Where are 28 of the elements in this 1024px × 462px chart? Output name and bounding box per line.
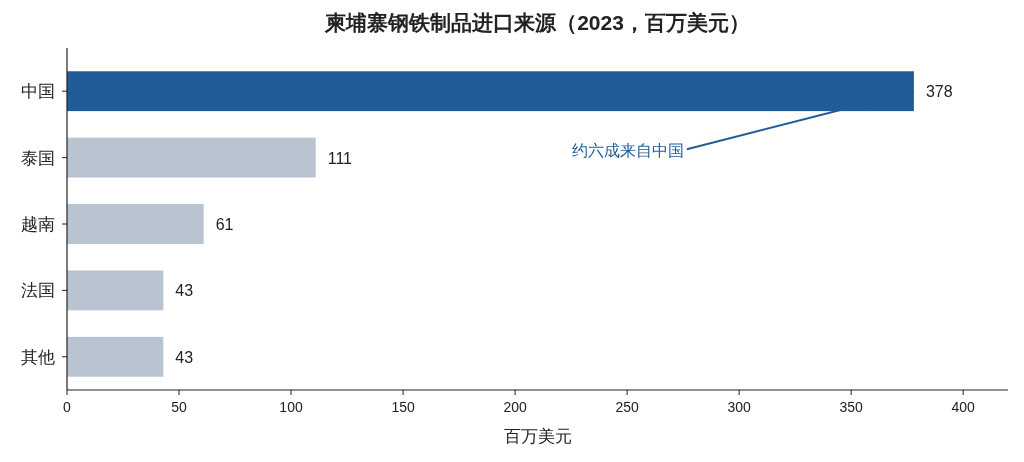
bar: [67, 137, 316, 178]
data-label: 43: [175, 282, 194, 300]
annotation: 约六成来自中国: [571, 142, 684, 160]
x-tick-label: 50: [171, 399, 188, 415]
data-label: 378: [925, 83, 953, 101]
x-tick-label: 300: [727, 399, 752, 415]
x-tick-label: 150: [391, 399, 415, 415]
y-tick-label: 法国: [21, 281, 55, 301]
x-tick-label: 400: [951, 399, 976, 415]
x-tick-label: 350: [839, 399, 864, 415]
bar: [67, 270, 164, 311]
bar: [67, 336, 164, 377]
x-tick-label: 200: [503, 399, 527, 415]
data-label: 111: [327, 149, 353, 167]
annotation: 约六成来自中国: [571, 90, 915, 160]
x-tick-label: 100: [279, 399, 303, 415]
y-tick-label: 中国: [21, 82, 55, 102]
y-tick-label: 泰国: [21, 148, 55, 168]
x-tick-label: 250: [615, 399, 640, 415]
bar: [67, 71, 914, 112]
chart-title: 柬埔寨钢铁制品进口来源（2023，百万美元）: [324, 11, 750, 34]
x-tick-label: 0: [63, 399, 72, 415]
bar: [67, 204, 204, 244]
y-tick-label: 其他: [21, 347, 55, 367]
data-label: 61: [215, 216, 234, 233]
data-label: 43: [175, 348, 194, 366]
x-axis-title: 百万美元: [503, 427, 572, 446]
y-tick-label: 越南: [21, 215, 55, 234]
